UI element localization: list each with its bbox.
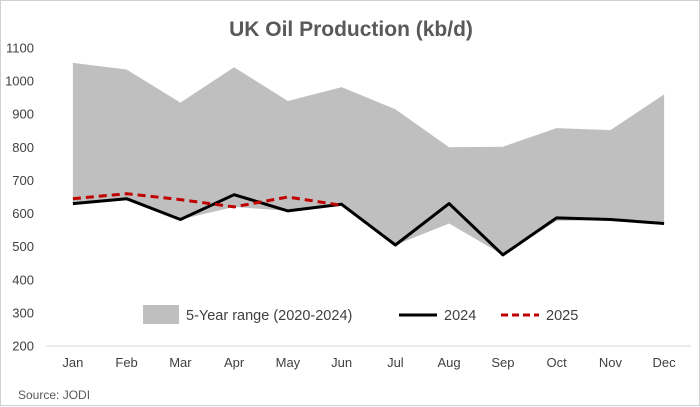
x-tick-label: Aug [438, 355, 461, 370]
x-tick-label: Jul [387, 355, 404, 370]
range-area-layer [72, 62, 665, 255]
x-tick-label: Sep [491, 355, 514, 370]
x-tick-label: Feb [115, 355, 137, 370]
x-tick-label: May [276, 355, 301, 370]
series-line-2025 [72, 192, 342, 209]
x-tick-label: Dec [653, 355, 677, 370]
y-tick-label: 700 [12, 173, 34, 188]
y-tick-label: 500 [12, 239, 34, 254]
chart-title: UK Oil Production (kb/d) [229, 18, 473, 41]
y-tick-label: 800 [12, 140, 34, 155]
legend-2024-label: 2024 [444, 308, 476, 324]
x-tick-label: Mar [169, 355, 192, 370]
x-tick-label: Nov [599, 355, 623, 370]
x-tick-label: Apr [224, 355, 245, 370]
x-tick-label: Jun [331, 355, 352, 370]
y-tick-label: 200 [12, 339, 34, 354]
y-tick-label: 1100 [6, 41, 34, 56]
x-tick-label: Oct [546, 355, 567, 370]
legend: 5-Year range (2020-2024) 2024 2025 [143, 305, 578, 324]
legend-2025-label: 2025 [546, 308, 578, 324]
y-tick-label: 300 [12, 305, 34, 320]
legend-range-label: 5-Year range (2020-2024) [186, 308, 352, 324]
legend-range-swatch [143, 305, 179, 324]
x-tick-label: Jan [62, 355, 83, 370]
y-tick-label: 400 [12, 272, 34, 287]
y-tick-label: 900 [12, 107, 34, 122]
y-tick-label: 1000 [5, 74, 34, 89]
source-note: Source: JODI [18, 388, 90, 402]
series-lines-layer [72, 192, 665, 257]
range-area [72, 62, 665, 255]
series-line-2024 [72, 193, 665, 257]
y-tick-label: 600 [12, 206, 34, 221]
axis-layer: 200 300 400 500 600 700 800 900 1000 1100 Jan Feb Ma… [5, 41, 691, 370]
